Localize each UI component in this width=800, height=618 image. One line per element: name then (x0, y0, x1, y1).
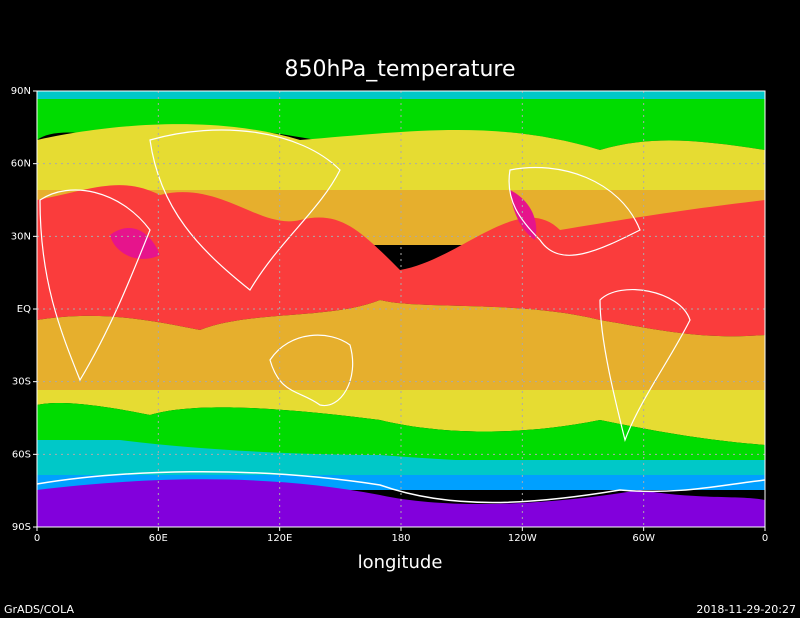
y-tick-label: 90N (11, 86, 31, 97)
band-magenta (110, 190, 537, 259)
y-tick-label: 30N (11, 231, 31, 242)
coastline (36, 470, 766, 504)
x-tick-label: 120E (267, 533, 292, 544)
x-tick-label: 180 (391, 533, 410, 544)
x-tick-label: 60E (149, 533, 168, 544)
y-tick-label: 60S (12, 449, 31, 460)
x-tick-label: 0 (762, 533, 768, 544)
footer-left: GrADS/COLA (4, 603, 74, 616)
y-tick-label: EQ (17, 304, 31, 315)
x-tick-label: 120W (508, 533, 537, 544)
title: 850hPa_temperature (285, 57, 516, 82)
band-green (37, 403, 765, 460)
y-tick-label: 90S (12, 522, 31, 533)
footer-right: 2018-11-29-20:27 (696, 603, 796, 616)
x-tick-label: 60W (632, 533, 655, 544)
plot-frame (36, 90, 766, 528)
x-tick-label: 0 (34, 533, 40, 544)
coastline (39, 129, 691, 443)
band-yellow (37, 390, 765, 445)
y-tick-label: 30S (12, 377, 31, 388)
band-red (37, 185, 765, 337)
band-cyan (37, 91, 765, 99)
band-purple (37, 479, 765, 527)
y-tick-label: 60N (11, 159, 31, 170)
x-axis-label: longitude (358, 552, 443, 573)
